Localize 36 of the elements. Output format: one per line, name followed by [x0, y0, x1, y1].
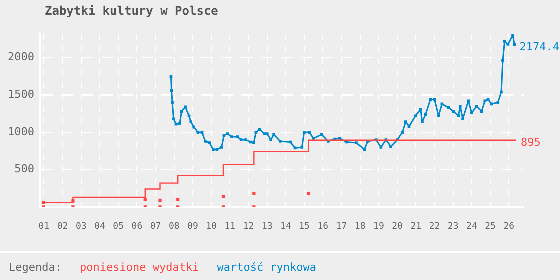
text: wartość rynkowa [217, 261, 317, 274]
y-tick-label: 500 [14, 162, 34, 176]
legend-title: Legenda: [9, 261, 62, 274]
x-tick-label: 17 [336, 222, 348, 232]
x-tick-label: 06 [132, 222, 143, 232]
x-tick-label: 16 [318, 222, 329, 232]
text: poniesione wydatki [80, 261, 200, 274]
x-tick-label: 08 [168, 222, 180, 232]
x-tick-label: 22 [429, 222, 440, 232]
chart-title: Zabytki kultury w Polsce [45, 4, 218, 18]
x-tick-label: 19 [374, 222, 384, 232]
x-tick-label: 24 [466, 222, 478, 232]
x-tick-label: 12 [243, 222, 254, 232]
data-label: 895 [521, 136, 541, 150]
x-tick-label: 03 [76, 222, 87, 232]
x-tick-label: 23 [448, 222, 459, 232]
data-label: 2174.4 [520, 40, 560, 54]
x-tick-label: 25 [485, 222, 496, 232]
x-tick-label: 09 [188, 222, 198, 232]
x-tick-label: 11 [224, 222, 236, 232]
x-tick-label: 20 [392, 222, 403, 232]
x-tick-label: 10 [206, 222, 217, 232]
x-tick-label: 15 [299, 222, 310, 232]
x-tick-label: 05 [113, 222, 124, 232]
x-tick-label: 04 [94, 222, 106, 232]
x-tick-label: 21 [410, 222, 422, 232]
x-tick-label: 26 [504, 222, 515, 232]
x-tick-label: 01 [38, 222, 50, 232]
y-tick-label: 1000 [8, 125, 34, 138]
x-tick-label: 18 [354, 222, 366, 232]
y-tick-label: 2000 [8, 50, 34, 64]
y-tick-label: 1500 [8, 88, 34, 102]
x-tick-label: 13 [262, 222, 273, 232]
x-tick-label: 02 [57, 222, 68, 232]
x-tick-label: 14 [280, 222, 292, 232]
x-tick-label: 07 [150, 222, 162, 232]
